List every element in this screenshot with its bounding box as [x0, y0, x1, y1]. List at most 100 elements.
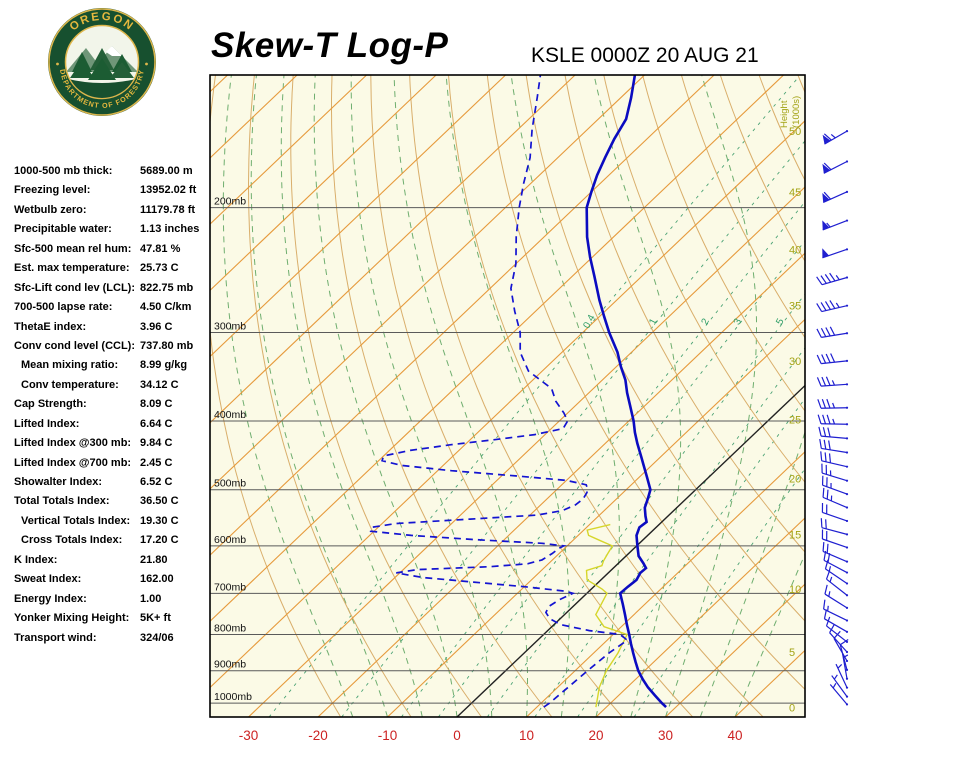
stat-value: 5K+ ft [140, 612, 171, 625]
stat-label: 1000-500 mb thick: [14, 165, 113, 177]
pressure-tick-label: 800mb [214, 622, 246, 634]
wind-barb [817, 398, 849, 409]
pressure-tick-label: 300mb [214, 320, 246, 332]
moist-adiabat [313, 75, 458, 717]
stat-row: Cross Totals Index: 17.20 C [14, 534, 218, 553]
stat-row: Sfc-500 mean rel hum: 47.81 % [14, 243, 218, 262]
stat-label: Est. max temperature: [14, 262, 130, 275]
isotherm [526, 451, 805, 717]
wind-barb [816, 272, 849, 286]
wind-barb [816, 376, 849, 387]
stat-row: Cap Strength: 8.09 C [14, 398, 218, 417]
isotherm [210, 75, 367, 225]
mixing-ratio-label: 3 [732, 316, 745, 326]
stats-panel: 1000-500 mb thick: 5689.00 m Freezing leve… [14, 165, 218, 651]
wind-barb [821, 475, 849, 496]
stat-label: Freezing level: [14, 184, 91, 197]
stat-label: Showalter Index: [14, 476, 103, 488]
stat-row: Precipitable water: 1.13 inches [14, 223, 218, 242]
height-tick-label: 50 [789, 126, 801, 138]
wind-barb [823, 599, 849, 622]
wind-barb [829, 683, 849, 706]
temperature-trace [585, 75, 667, 709]
dry-adiabat [248, 75, 412, 717]
stat-value: 9.84 C [140, 437, 173, 450]
stat-row: Conv cond level (CCL): 737.80 mb [14, 340, 218, 359]
dry-adiabat [837, 75, 960, 717]
stat-value: 6.52 C [140, 476, 173, 488]
height-axis-label: Height [779, 100, 790, 128]
wind-barb [822, 541, 849, 563]
moist-adiabat [222, 75, 354, 717]
mixing-ratio-line [341, 140, 805, 717]
stat-value: 4.50 C/km [140, 301, 192, 314]
wind-barb-column [816, 130, 849, 706]
stat-value: 19.30 C [140, 514, 179, 527]
stat-value: 34.12 C [140, 378, 179, 391]
isotherm [210, 75, 645, 490]
temp-tick-label: 30 [658, 728, 673, 743]
dry-adiabat [914, 75, 960, 717]
dry-adiabat [210, 75, 342, 717]
stat-row: ThetaE index: 3.96 C [14, 321, 218, 340]
pressure-tick-label: 200mb [214, 196, 246, 208]
wind-barb [822, 160, 849, 174]
wind-barb [835, 663, 849, 689]
wetbulb-trace [585, 523, 629, 708]
stat-row: Freezing level: 13952.02 ft [14, 184, 218, 203]
chart-grid [210, 75, 960, 717]
isotherm [248, 186, 805, 717]
stat-row: Vertical Totals Index: 19.30 C [14, 515, 218, 534]
logo-separator-dot-left [56, 62, 59, 66]
wind-barb [818, 426, 849, 440]
wind-barb [822, 190, 849, 203]
dry-adiabat [370, 75, 623, 717]
wind-barb [822, 248, 849, 259]
stat-row: 700-500 lapse rate: 4.50 C/km [14, 301, 218, 320]
wind-barb [816, 353, 849, 365]
pressure-tick-label: 1000mb [214, 691, 252, 703]
dry-adiabat [331, 75, 553, 717]
stat-value: 162.00 [140, 573, 174, 586]
isotherm [317, 252, 805, 717]
isotherm [665, 583, 805, 717]
stat-row: Conv temperature: 34.12 C [14, 379, 218, 398]
moist-adiabat [699, 430, 805, 717]
wind-barb [821, 463, 849, 482]
wind-barb [831, 674, 849, 698]
isotherm [210, 75, 784, 623]
wind-barb [822, 487, 849, 509]
stat-value: 1.13 inches [140, 223, 200, 236]
stat-label: Lifted Index @300 mb: [14, 437, 132, 450]
stat-row: 1000-500 mb thick: 5689.00 m [14, 165, 218, 184]
stat-label: 700-500 lapse rate: [14, 301, 113, 314]
stat-label: Conv temperature: [21, 378, 119, 391]
stat-label: Total Totals Index: [14, 495, 110, 508]
isotherm [210, 120, 805, 689]
stat-row: Lifted Index @300 mb: 9.84 C [14, 437, 218, 456]
stat-label: Lifted Index @700 mb: [14, 456, 132, 469]
pressure-tick-label: 500mb [214, 478, 246, 490]
wind-barb [821, 502, 849, 523]
moist-adiabat [593, 75, 682, 717]
moist-adiabat [393, 75, 528, 717]
wind-barb [819, 438, 849, 454]
stat-row: Wetbulb zero: 11179.78 ft [14, 204, 218, 223]
stat-label: Mean mixing ratio: [21, 359, 119, 372]
wind-barb [822, 130, 849, 145]
odf-logo: OREGON DEPARTMENT OF FORESTRY [48, 8, 156, 116]
dry-adiabat [603, 75, 805, 484]
wind-barb [824, 559, 849, 585]
isotherm [210, 75, 506, 358]
dry-adiabat [876, 75, 960, 717]
freezing-isotherm [456, 384, 805, 717]
wind-barb [820, 518, 849, 536]
stat-value: 11179.78 ft [140, 203, 196, 216]
stat-value: 8.09 C [140, 398, 173, 411]
stat-label: Conv cond level (CCL): [14, 339, 136, 352]
stat-row: Mean mixing ratio: 8.99 g/kg [14, 359, 218, 378]
mixing-ratio-label: 1 [647, 316, 660, 326]
mixing-ratio-line [268, 76, 799, 717]
